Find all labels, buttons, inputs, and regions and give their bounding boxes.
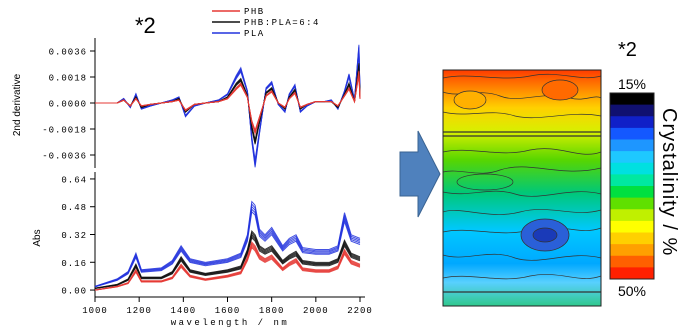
- colorbar-band: [610, 151, 654, 164]
- colorbar-band: [610, 93, 654, 106]
- colorbar-frame: [609, 92, 655, 280]
- x-tick-label: 2200: [347, 306, 373, 316]
- legend-label-pla: PLA: [244, 29, 265, 39]
- contour-line: [443, 209, 601, 215]
- contour-island: [532, 227, 558, 243]
- contour-line: [443, 190, 601, 197]
- series-line-pla: [95, 49, 361, 162]
- colorbar-band: [610, 267, 654, 280]
- series-line-pla: [95, 48, 361, 164]
- crystallinity-map: [442, 69, 602, 307]
- x-tick-label: 1200: [126, 306, 152, 316]
- map-frame: [442, 69, 602, 307]
- colorbar-band: [610, 209, 654, 222]
- top-series-group: [95, 44, 361, 168]
- contour-line: [443, 253, 601, 261]
- y-tick-label: 0.48: [61, 203, 87, 213]
- series-line-phb: [94, 241, 361, 291]
- series-line-phb: [95, 74, 361, 132]
- contour-island: [453, 90, 487, 110]
- colorbar-band: [610, 197, 654, 210]
- x-axis-label: wavelength / nm: [171, 318, 290, 327]
- top-y-label: 2nd derivative: [12, 73, 23, 136]
- series-line-pla: [95, 44, 361, 168]
- series-line-pla: [95, 51, 361, 161]
- bottom-y-label: Abs: [32, 229, 43, 246]
- colorbar-band: [610, 127, 654, 140]
- x-tick-label: 1000: [82, 306, 108, 316]
- top-y-ticks: 0.0036 0.0018 0.0000 -0.0018 -0.0036: [42, 48, 95, 162]
- contour-line: [443, 274, 601, 280]
- colorbar-band: [610, 220, 654, 233]
- x-ticks: 1000 1200 1400 1600 1800 2000 2200: [82, 297, 373, 316]
- legend-label-blend: PHB:PLA=6:4: [244, 18, 320, 28]
- left-annotation: *2: [135, 13, 156, 38]
- colorbar-title: Crystalinity / %: [658, 108, 680, 256]
- series-line-phb-pla-6-4: [95, 67, 361, 140]
- contour-line: [443, 73, 601, 79]
- colorbar-band: [610, 162, 654, 175]
- bottom-series-group: [94, 200, 361, 291]
- series-line-phb-pla-6-4: [95, 66, 361, 141]
- y-tick-label: 0.32: [61, 231, 87, 241]
- top-plot: 0.0036 0.0018 0.0000 -0.0018 -0.0036 2nd der…: [12, 38, 361, 168]
- series-line-phb-pla-6-4: [95, 63, 361, 145]
- colorbar-top-label: 15%: [618, 76, 646, 92]
- y-tick-label: -0.0036: [42, 152, 87, 162]
- y-tick-label: 0.16: [61, 259, 87, 269]
- series-line-phb: [95, 70, 361, 136]
- contour-island: [456, 173, 514, 191]
- y-tick-label: 0.0000: [49, 100, 87, 110]
- bottom-plot: 0.64 0.48 0.32 0.16 0.00 Abs 1000 1200 1400 160…: [32, 172, 373, 327]
- right-annotation: *2: [618, 39, 637, 61]
- series-line-phb: [95, 73, 361, 133]
- y-tick-label: 0.0036: [49, 48, 87, 58]
- colorbar-band: [610, 232, 654, 245]
- x-tick-label: 2000: [303, 306, 329, 316]
- series-line-phb: [95, 72, 361, 134]
- contour-line: [443, 166, 601, 174]
- series-line-pla: [94, 200, 361, 287]
- x-tick-label: 1600: [215, 306, 241, 316]
- series-line-pla: [94, 203, 361, 287]
- colorbar-bottom-label: 50%: [618, 283, 646, 299]
- colorbar-band: [610, 139, 654, 152]
- colorbar-band: [610, 186, 654, 199]
- colorbar: 15% 50% Crystalinity / %: [609, 76, 680, 299]
- x-tick-label: 1800: [259, 306, 285, 316]
- y-tick-label: 0.0018: [49, 74, 87, 84]
- contour-line: [443, 148, 601, 155]
- series-line-phb-pla-6-4: [94, 230, 361, 289]
- y-tick-label: -0.0018: [42, 126, 87, 136]
- colorbar-band: [610, 174, 654, 187]
- series-line-phb-pla-6-4: [95, 64, 361, 144]
- y-tick-label: 0.64: [61, 175, 87, 185]
- colorbar-band: [610, 244, 654, 257]
- x-tick-label: 1400: [171, 306, 197, 316]
- colorbar-band: [610, 116, 654, 129]
- contour-line: [443, 111, 601, 119]
- series-line-pla: [95, 46, 361, 166]
- series-line-pla: [94, 208, 361, 288]
- series-line-phb-pla-6-4: [95, 65, 361, 143]
- legend-label-phb: PHB: [244, 7, 265, 17]
- contour-island: [541, 79, 579, 101]
- legend: PHB PHB:PLA=6:4 PLA: [212, 7, 320, 39]
- colorbar-band: [610, 104, 654, 117]
- series-line-pla: [94, 210, 361, 288]
- bottom-y-ticks: 0.64 0.48 0.32 0.16 0.00: [61, 175, 95, 297]
- series-line-phb: [95, 71, 361, 135]
- y-tick-label: 0.00: [61, 287, 87, 297]
- colorbar-band: [610, 255, 654, 268]
- right-arrow-icon: [399, 130, 441, 218]
- series-line-pla: [94, 205, 361, 288]
